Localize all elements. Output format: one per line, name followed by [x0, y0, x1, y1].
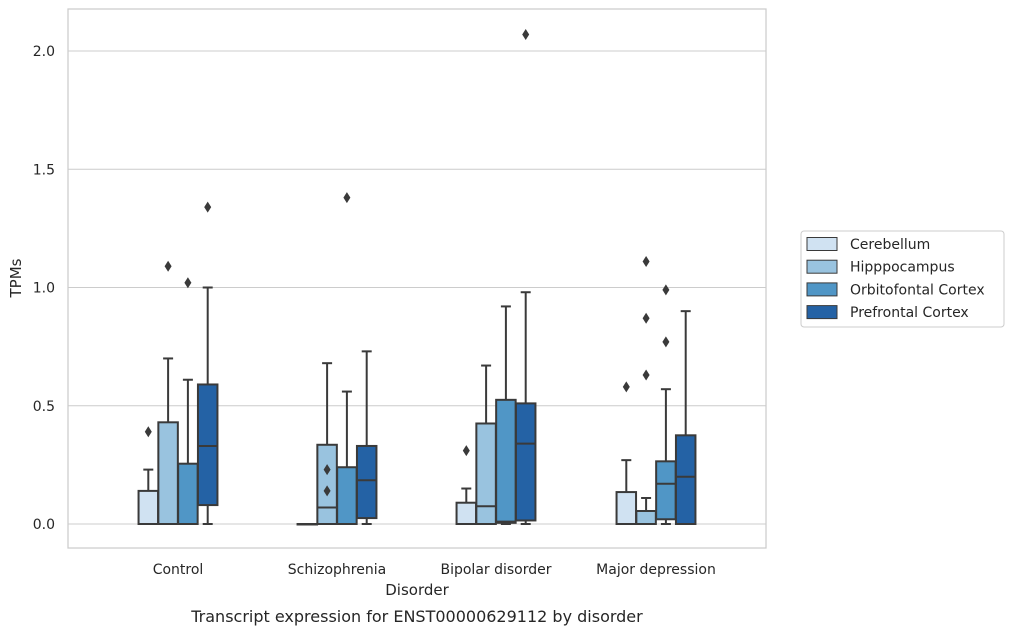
legend: Cerebellum Hipppocampus Orbitofontal Corte…: [800, 230, 1005, 328]
outlier-point: [323, 485, 331, 497]
box-orbitofontal-cortex: [495, 305, 517, 525]
iqr-box: [137, 489, 160, 526]
y-axis-label: TPMs: [7, 258, 25, 298]
box-cerebellum: [615, 381, 638, 526]
box-hipppocampus: [316, 362, 338, 525]
box-hipppocampus: [475, 364, 497, 525]
box-cerebellum: [296, 523, 319, 526]
iqr-box: [655, 460, 677, 521]
box-prefrontal-cortex: [514, 28, 537, 525]
box-orbitofontal-cortex: [336, 192, 358, 525]
iqr-box: [635, 509, 657, 525]
y-tick-label: 1.5: [33, 162, 55, 178]
y-tick-labels: 0.0 0.5 1.0 1.5 2.0: [33, 44, 55, 533]
iqr-box: [355, 444, 378, 520]
iqr-box: [196, 383, 219, 507]
outlier-point: [343, 192, 351, 204]
legend-swatch: [806, 237, 838, 251]
outlier-point: [204, 201, 212, 213]
iqr-box: [475, 422, 497, 525]
iqr-box: [455, 501, 478, 525]
iqr-box: [615, 491, 638, 526]
outlier-point: [522, 28, 530, 40]
box-cerebellum: [137, 426, 160, 526]
x-axis-label: Disorder: [385, 581, 449, 599]
outlier-point: [323, 464, 331, 476]
outlier-point: [642, 312, 650, 324]
x-tick-label: Bipolar disorder: [440, 562, 551, 578]
y-tick-label: 1.0: [33, 281, 55, 297]
box-hipppocampus: [157, 260, 179, 525]
legend-label: Orbitofontal Cortex: [850, 282, 985, 298]
iqr-box: [316, 443, 338, 525]
outlier-point: [184, 277, 192, 289]
iqr-box: [157, 421, 179, 525]
y-tick-label: 0.0: [33, 517, 55, 533]
y-tick-label: 2.0: [33, 44, 55, 60]
legend-swatch: [806, 259, 838, 274]
outlier-point: [642, 369, 650, 381]
y-tick-label: 0.5: [33, 399, 55, 415]
box-prefrontal-cortex: [355, 350, 378, 525]
outlier-point: [662, 336, 670, 348]
outlier-point: [642, 255, 650, 267]
legend-label: Cerebellum: [850, 237, 930, 253]
iqr-box: [177, 462, 199, 526]
box-layer: [137, 28, 697, 526]
iqr-box: [495, 398, 517, 524]
box-orbitofontal-cortex: [177, 277, 199, 526]
legend-swatch: [806, 282, 838, 297]
iqr-box: [674, 434, 697, 525]
box-orbitofontal-cortex: [655, 284, 677, 525]
chart-caption: Transcript expression for ENST0000062911…: [190, 607, 643, 626]
x-tick-labels: Control Schizophrenia Bipolar disorder Majo…: [153, 562, 716, 578]
box-prefrontal-cortex: [196, 201, 219, 525]
box-prefrontal-cortex: [674, 310, 697, 525]
x-tick-label: Major depression: [596, 562, 716, 578]
legend-items: Cerebellum Hipppocampus Orbitofontal Corte…: [806, 237, 985, 321]
iqr-box: [336, 466, 358, 525]
legend-label: Hipppocampus: [850, 260, 955, 276]
legend-frame: [800, 230, 1005, 328]
outlier-point: [144, 426, 152, 438]
box-hipppocampus: [635, 255, 657, 525]
outlier-point: [164, 260, 172, 272]
outlier-point: [462, 445, 470, 457]
box-cerebellum: [455, 445, 478, 525]
iqr-box: [514, 402, 537, 522]
plot-frame: [67, 8, 767, 549]
legend-label: Prefrontal Cortex: [850, 305, 969, 321]
x-tick-label: Control: [153, 562, 204, 578]
outlier-point: [662, 284, 670, 296]
legend-swatch: [806, 305, 838, 320]
outlier-point: [622, 381, 630, 393]
x-tick-label: Schizophrenia: [288, 562, 386, 578]
